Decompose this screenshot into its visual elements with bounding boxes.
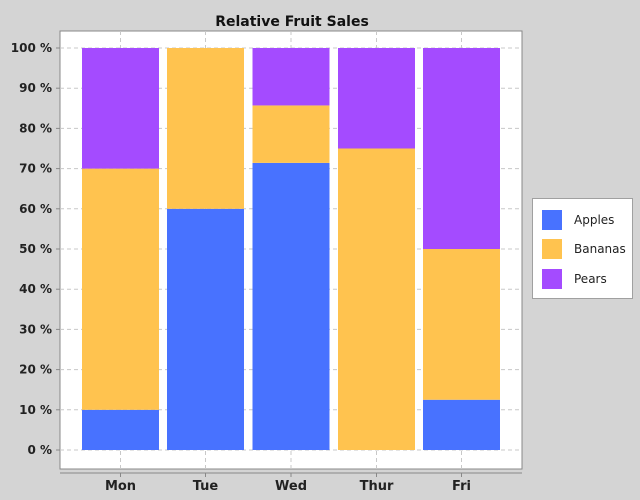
bar-bananas-fri xyxy=(423,249,500,400)
y-tick-label: 0 % xyxy=(27,443,52,457)
legend-label-bananas: Bananas xyxy=(574,242,626,256)
legend-swatch-bananas xyxy=(542,239,562,259)
y-tick-label: 10 % xyxy=(19,403,52,417)
y-tick-label: 90 % xyxy=(19,81,52,95)
legend-item-apples: Apples xyxy=(542,210,614,230)
bar-apples-tue xyxy=(167,208,244,450)
legend-label-pears: Pears xyxy=(574,272,607,286)
y-tick-label: 70 % xyxy=(19,162,52,176)
bar-bananas-thur xyxy=(338,148,415,450)
legend-swatch-apples xyxy=(542,210,562,230)
y-tick-label: 100 % xyxy=(11,41,52,55)
bar-pears-wed xyxy=(252,48,330,106)
x-tick-label: Fri xyxy=(452,479,471,494)
x-tick-label: Mon xyxy=(105,479,136,494)
bar-pears-thur xyxy=(338,48,415,149)
bar-bananas-wed xyxy=(252,105,330,163)
y-tick-label: 30 % xyxy=(19,322,52,336)
x-tick-label: Tue xyxy=(193,479,219,494)
y-tick-label: 20 % xyxy=(19,363,52,377)
legend-swatch-pears xyxy=(542,269,562,289)
chart-title: Relative Fruit Sales xyxy=(215,14,369,30)
y-tick-label: 80 % xyxy=(19,121,52,135)
legend-label-apples: Apples xyxy=(574,213,615,227)
bar-pears-fri xyxy=(423,48,500,249)
bar-bananas-mon xyxy=(82,168,159,410)
x-tick-label: Wed xyxy=(275,479,307,494)
bar-apples-mon xyxy=(82,409,159,450)
bar-apples-fri xyxy=(423,399,500,450)
y-tick-label: 40 % xyxy=(19,282,52,296)
y-tick-label: 50 % xyxy=(19,242,52,256)
y-tick-label: 60 % xyxy=(19,202,52,216)
legend: Apples Bananas Pears xyxy=(532,198,633,299)
legend-item-pears: Pears xyxy=(542,269,607,289)
bars xyxy=(82,48,500,450)
x-axis: Mon Tue Wed Thur Fri xyxy=(60,472,522,494)
y-axis: 0 % 10 % 20 % 30 % 40 % 50 % 60 % 70 % 80 % 90 % 1… xyxy=(11,41,60,457)
legend-item-bananas: Bananas xyxy=(542,239,626,259)
bar-apples-wed xyxy=(252,162,330,450)
x-tick-label: Thur xyxy=(360,479,394,494)
bar-pears-mon xyxy=(82,48,159,169)
bar-bananas-tue xyxy=(167,48,244,209)
